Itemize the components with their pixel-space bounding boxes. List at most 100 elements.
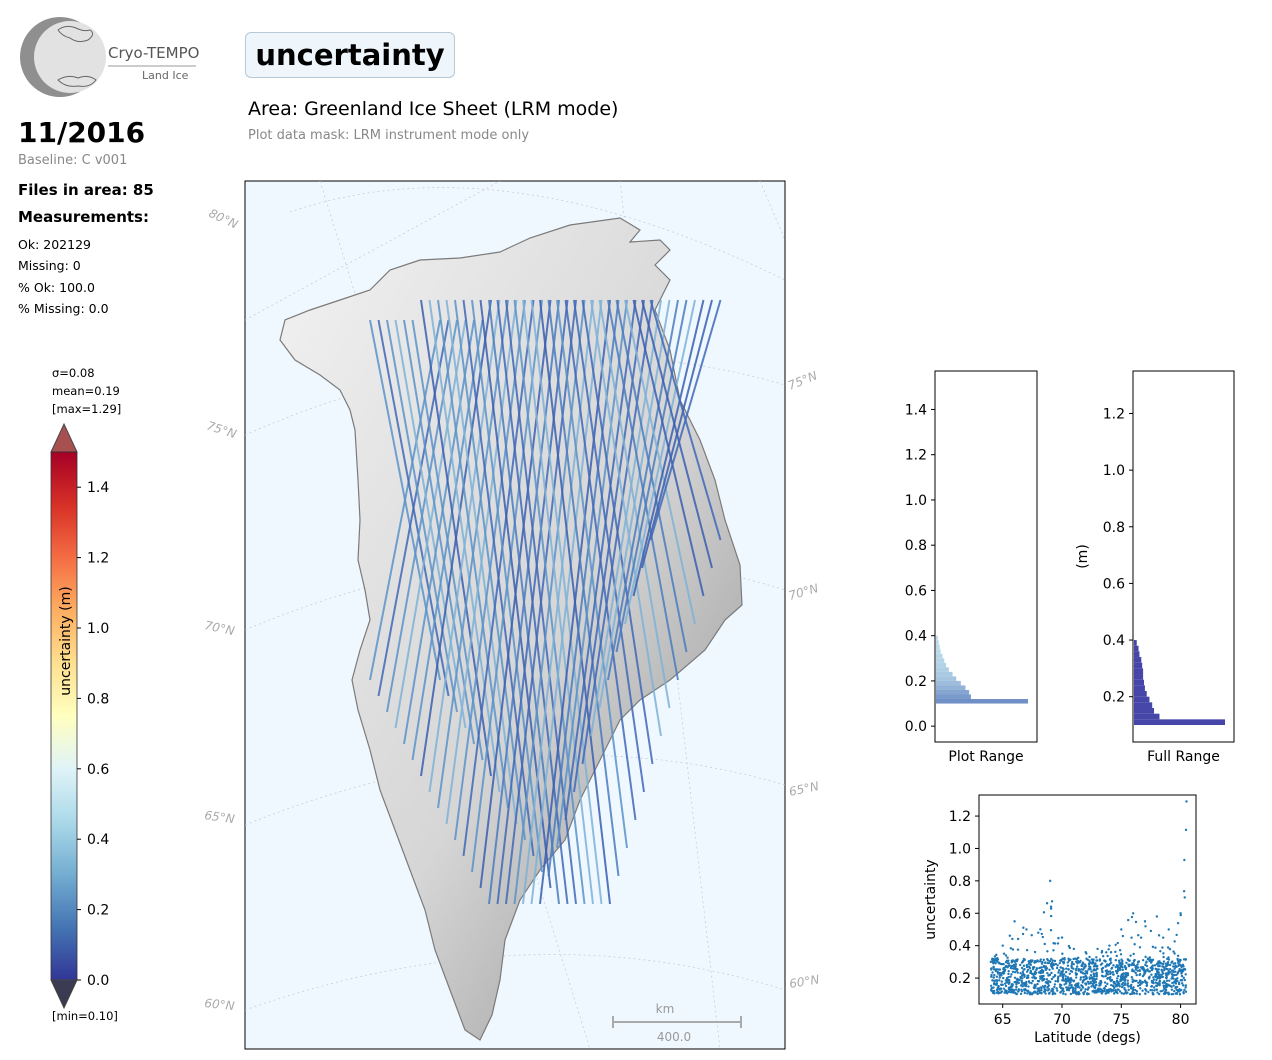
- scatter-point: [1068, 946, 1072, 950]
- scatter-point: [1166, 946, 1170, 949]
- scatter-point: [1070, 983, 1073, 987]
- colorbar-tick-label: 0.8: [87, 691, 109, 707]
- scatter-point: [1013, 960, 1016, 963]
- scatter-point: [1010, 961, 1013, 964]
- scatter-point: [1091, 982, 1095, 985]
- histogram-bar: [1134, 702, 1153, 709]
- histogram-bar: [936, 699, 1028, 704]
- missing-count: Missing: 0: [18, 258, 81, 273]
- scatter-point: [1000, 972, 1003, 975]
- scatter-point: [1000, 980, 1003, 983]
- scatter-point: [1029, 961, 1032, 964]
- scatter-point: [1007, 969, 1010, 973]
- scatter-ytick-label: 0.6: [949, 906, 971, 922]
- histogram-ytick-label: 0.6: [905, 583, 927, 599]
- scatter-point: [1180, 979, 1183, 982]
- scatter-point: [1125, 975, 1128, 979]
- histogram-bar: [1134, 713, 1160, 720]
- scatter-point: [1040, 968, 1044, 972]
- scatter-point: [1121, 962, 1124, 965]
- scatter-point: [1145, 983, 1149, 987]
- scatter-point: [1057, 936, 1060, 940]
- scatter-point: [1167, 928, 1170, 931]
- scatter-point: [1066, 988, 1069, 991]
- scatter-point: [1029, 963, 1032, 967]
- scatter-point: [1100, 992, 1104, 995]
- scatter-point: [1126, 991, 1129, 994]
- scatter-point: [1157, 962, 1160, 965]
- scatter-point: [1039, 977, 1042, 980]
- scatter-point: [1120, 928, 1123, 931]
- scatter-point: [1029, 971, 1032, 975]
- scatter-point: [1095, 975, 1099, 978]
- lat-label-left-60: 60°N: [204, 996, 236, 1013]
- scatter-point: [1101, 970, 1104, 974]
- scatter-point: [1048, 968, 1051, 971]
- scatter-point: [1122, 992, 1125, 996]
- scatter-point: [1145, 960, 1148, 963]
- scatter-point: [1095, 971, 1098, 975]
- histogram-ytick-label: 0.8: [1103, 520, 1125, 536]
- scatter-point: [1054, 979, 1057, 983]
- scatter-point: [1138, 973, 1141, 977]
- scatter-point: [1130, 986, 1133, 990]
- histogram-ytick-label: 0.4: [1103, 633, 1125, 649]
- scatter-point: [1019, 972, 1022, 975]
- scatter-point: [1049, 980, 1052, 984]
- scatter-point: [1119, 968, 1122, 971]
- scatter-point: [1055, 966, 1059, 970]
- scatter-point: [1086, 980, 1090, 983]
- scatter-point: [1064, 970, 1068, 974]
- scatter-point: [1178, 958, 1182, 962]
- scatter-xtick-label: 75: [1112, 1012, 1130, 1028]
- scatter-point: [1112, 992, 1116, 995]
- scatter-point: [1031, 959, 1034, 962]
- scatter-point: [1058, 961, 1061, 965]
- lat-label-left-65: 65°N: [204, 808, 236, 826]
- scatter-point: [1016, 971, 1019, 974]
- scatter-point: [1184, 957, 1187, 961]
- scatter-point: [1007, 978, 1011, 982]
- scatter-point: [1130, 992, 1134, 995]
- scatter-point: [1103, 981, 1107, 984]
- scatter-point: [1070, 970, 1074, 973]
- scatter-point: [1011, 948, 1015, 951]
- scatter-point: [1002, 962, 1005, 966]
- scatter-point: [996, 972, 1000, 975]
- histogram-ytick-label: 1.4: [905, 402, 927, 418]
- histogram-xlabel: Full Range: [1147, 749, 1220, 765]
- scatter-point: [1162, 986, 1166, 989]
- scatter-point: [998, 976, 1001, 979]
- scatter-points: [989, 800, 1188, 996]
- scatter-point: [1133, 943, 1136, 946]
- scatter-point: [1054, 962, 1058, 966]
- scatter-point: [1019, 975, 1022, 979]
- scatter-point: [1055, 987, 1058, 990]
- scatter-point: [1087, 968, 1090, 971]
- scatter-point: [1173, 940, 1176, 943]
- scatter-point: [1119, 953, 1123, 956]
- scatter-point: [1000, 974, 1003, 977]
- scatter-point: [1031, 979, 1034, 983]
- scatter-point: [1089, 980, 1092, 984]
- scatter-point: [1141, 958, 1145, 962]
- scatter-point: [1077, 982, 1080, 985]
- scatter-point: [1139, 936, 1143, 939]
- scatter-point: [1076, 962, 1079, 965]
- histogram-bar: [1134, 708, 1155, 714]
- scatter-point: [1116, 966, 1120, 969]
- track-descending: [607, 299, 679, 681]
- scatter-point: [1155, 984, 1159, 987]
- histogram-bar: [936, 694, 971, 700]
- scatter-point: [1151, 964, 1155, 967]
- scatter-point: [1036, 987, 1039, 990]
- scatter-point: [1027, 980, 1031, 983]
- scatter-point: [1075, 983, 1078, 986]
- scatter-point: [1015, 982, 1018, 986]
- scatter-point: [1150, 985, 1153, 988]
- scatter-point: [1016, 948, 1020, 951]
- scatter-point: [1033, 966, 1036, 969]
- scatter-point: [1152, 981, 1155, 985]
- scatter-point: [1021, 970, 1024, 973]
- scatter-point: [1156, 991, 1159, 994]
